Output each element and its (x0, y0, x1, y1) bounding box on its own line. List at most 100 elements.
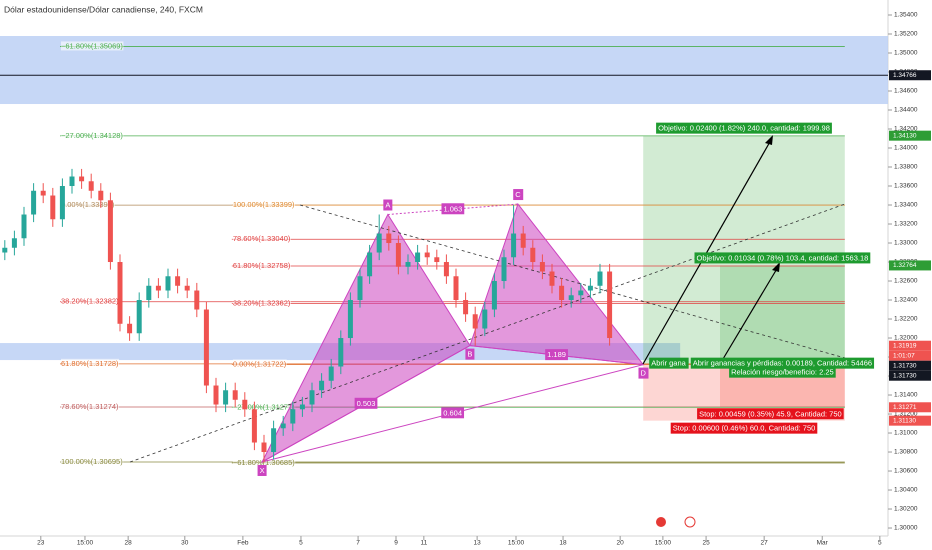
target-label-box (694, 252, 871, 264)
fib-label-bg (61, 358, 120, 368)
axis-price-box (889, 130, 931, 141)
countdown-box (889, 350, 931, 361)
x-tick-label: Feb (237, 540, 249, 547)
candle-body (50, 195, 56, 220)
target-label: Objetivo: 0.01034 (0.78%) 103.4, cantida… (697, 253, 869, 262)
fib-label-bg (232, 359, 287, 369)
y-tick-label: 1.31000 (894, 430, 918, 437)
candles (2, 168, 613, 463)
candle-body (59, 186, 65, 220)
open-label: Abrir gana (651, 359, 686, 368)
stop-label-box (670, 422, 818, 434)
y-tick-label: 1.33400 (894, 202, 918, 209)
x-tick-label: 5 (299, 540, 303, 547)
fib-label: −61.80%(1.35069) (61, 41, 123, 50)
fib-label-bg (232, 234, 291, 244)
candle-body (482, 309, 488, 329)
y-tick-label: 1.35200 (894, 31, 918, 38)
pattern-ratio: 0.604 (443, 408, 462, 417)
axis-price-box (889, 70, 931, 81)
ratio-label: Relación riesgo/beneficio: 2.25 (731, 368, 834, 377)
y-tick-label: 1.30200 (894, 506, 918, 513)
axis-price-box (889, 260, 931, 271)
candle-body (136, 300, 142, 334)
pattern-ratio-box (354, 397, 378, 409)
candle-body (213, 385, 219, 405)
stop-label-box (697, 408, 844, 420)
candle-body (530, 247, 536, 263)
candle-body (11, 238, 17, 248)
x-tick-label: 25 (702, 540, 710, 547)
pattern-point-label-box (383, 199, 393, 211)
trend-line (299, 204, 846, 359)
candle-body (443, 262, 449, 277)
y-tick-label: 1.33200 (894, 221, 918, 228)
candle-body (299, 404, 305, 410)
candle-body (232, 390, 238, 400)
pattern-ratio-box (545, 349, 568, 361)
fib-label: −27.00%(1.34128) (61, 131, 123, 140)
candle-body (395, 243, 401, 267)
y-tick-label: 1.31400 (894, 392, 918, 399)
candle-body (357, 276, 363, 301)
fib-label: 78.60%(1.33040) (233, 234, 291, 243)
x-tick-label: 7 (356, 540, 360, 547)
candle-body (2, 247, 8, 253)
y-tick-label: 1.30400 (894, 487, 918, 494)
arrow-head (772, 262, 780, 272)
axis-price-box (889, 402, 931, 413)
candle-body (587, 285, 593, 291)
candle-body (367, 252, 373, 277)
candle-body (338, 338, 344, 367)
candle-body (405, 262, 411, 267)
x-tick-label: 30 (181, 540, 189, 547)
candle-body (271, 428, 277, 453)
y-tick-label: 1.32200 (894, 316, 918, 323)
fib-label-bg (61, 296, 120, 306)
pattern-point-label: X (260, 466, 265, 475)
candle-body (280, 423, 286, 429)
candle-body (328, 366, 334, 381)
event-icons (656, 516, 696, 528)
fib-label-bg (232, 200, 296, 210)
target-label: Objetivo: 0.02400 (1.82%) 240.0, cantida… (658, 124, 830, 133)
positions (643, 135, 845, 421)
y-tick-label: 1.31200 (894, 411, 918, 418)
pattern-point-label-box (465, 348, 475, 360)
x-tick-label: 23 (37, 540, 45, 547)
pattern-point-label: A (385, 200, 390, 209)
fib-label: 100.00%(1.30695) (61, 457, 123, 466)
candle-body (127, 323, 133, 334)
candle-body (434, 257, 440, 263)
candle-body (472, 314, 478, 329)
fib-label-bg (232, 260, 291, 270)
candle-body (386, 233, 392, 244)
candle-body (559, 285, 565, 301)
fib-label-bg (61, 456, 124, 466)
candle-body (79, 176, 85, 182)
candle-body (549, 271, 555, 286)
fib-label: 38.20%(1.32382) (61, 297, 119, 306)
x-tick-label: 9 (394, 540, 398, 547)
candle-body (155, 285, 161, 291)
pattern-ratio: 0.503 (357, 399, 376, 408)
candle-body (491, 281, 497, 310)
stop-label: Stop: 0.00459 (0.35%) 45.9, Cantidad: 75… (699, 409, 842, 418)
y-tick-label: 1.33600 (894, 183, 918, 190)
fib-label-bg (232, 298, 291, 308)
fib-label-bg (61, 130, 124, 140)
candle-body (539, 262, 545, 272)
chart-title: Dólar estadounidense/Dólar canadiense, 2… (4, 4, 203, 14)
y-tick-label: 1.30600 (894, 468, 918, 475)
axis-price-box (889, 415, 931, 426)
candle-body (376, 233, 382, 253)
axis-price-label: 1.31919 (893, 342, 917, 349)
fib-label-bg (232, 402, 296, 412)
candle-body (242, 399, 248, 410)
candle-body (165, 276, 171, 291)
pattern-point-label-box (257, 464, 267, 476)
x-tick-label: 15:00 (508, 540, 525, 547)
y-tick-label: 1.32000 (894, 335, 918, 342)
axis-price-label: 1.31130 (893, 417, 916, 424)
